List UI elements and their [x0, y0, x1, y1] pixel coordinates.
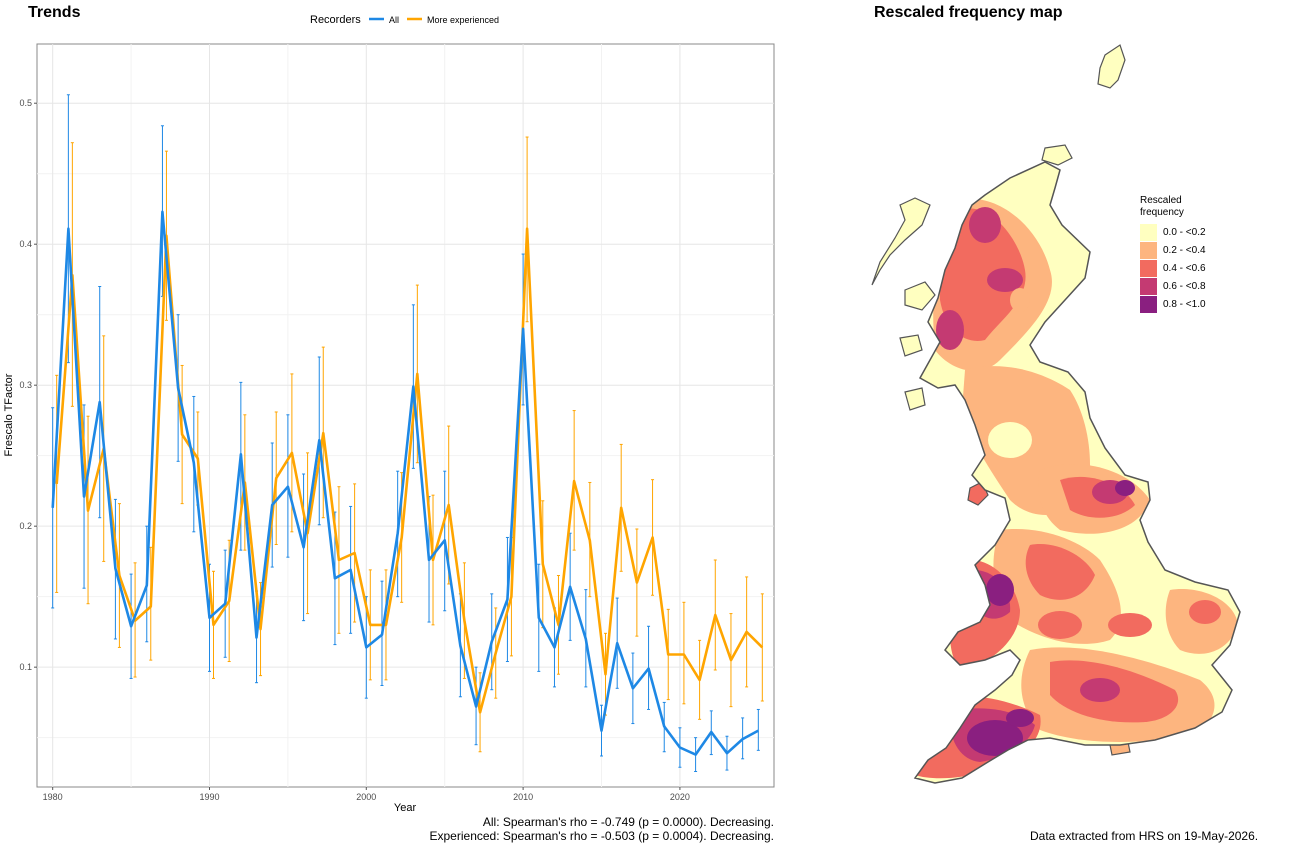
island-orkney [1041, 144, 1073, 166]
map-legend-label: 0.6 - <0.8 [1163, 280, 1206, 292]
spearman-stats: All: Spearman's rho = -0.749 (p = 0.0000… [430, 815, 775, 843]
x-axis-label: Year [394, 802, 417, 814]
map-legend-label: 0.4 - <0.6 [1163, 262, 1206, 274]
error-bar-experienced [760, 593, 764, 702]
stats-experienced: Experienced: Spearman's rho = -0.503 (p … [429, 829, 775, 843]
island-skye [904, 281, 936, 311]
map-legend-swatch [1140, 241, 1157, 259]
axis-ticks: 1980 1990 2000 2010 2020 0.1 0.2 0.3 0.4 0.5 [19, 98, 689, 802]
island-shetland [1097, 44, 1126, 89]
map-title: Rescaled frequency map [874, 4, 1063, 21]
series-lines [51, 210, 764, 756]
x-tick-label: 2010 [513, 792, 533, 802]
map-legend: Rescaled frequency 0.0 - <0.2 0.2 - <0.4 0… [1140, 195, 1206, 313]
map-coastline [913, 161, 1241, 784]
frequency-map [871, 44, 1241, 784]
plot-panel [36, 43, 775, 788]
map-legend-swatch [1140, 295, 1157, 313]
map-islands [871, 44, 1131, 756]
map-legend-title: Rescaled frequency [1140, 195, 1206, 219]
x-tick-label: 1980 [43, 792, 63, 802]
x-tick-label: 1990 [199, 792, 219, 802]
map-legend-item: 0.8 - <1.0 [1140, 295, 1206, 313]
data-source-note: Data extracted from HRS on 19-May-2026. [1030, 829, 1259, 843]
x-tick-label: 2000 [356, 792, 376, 802]
y-tick-label: 0.4 [19, 239, 32, 249]
map-legend-title-line2: frequency [1140, 207, 1184, 218]
chart-legend: Recorders All More experienced [310, 14, 499, 26]
map-legend-item: 0.6 - <0.8 [1140, 277, 1206, 295]
map-legend-item: 0.0 - <0.2 [1140, 223, 1206, 241]
y-axis-label: Frescalo TFactor [3, 373, 15, 456]
y-tick-label: 0.5 [19, 98, 32, 108]
legend-label-all: All [389, 15, 399, 25]
map-legend-swatch [1140, 223, 1157, 241]
map-legend-swatch [1140, 277, 1157, 295]
error-bar-all [51, 407, 55, 609]
map-legend-item: 0.4 - <0.6 [1140, 259, 1206, 277]
map-legend-label: 0.0 - <0.2 [1163, 226, 1206, 238]
legend-title: Recorders [310, 14, 361, 26]
island-mull [899, 334, 923, 357]
map-legend-label: 0.8 - <1.0 [1163, 298, 1206, 310]
map-legend-title-line1: Rescaled [1140, 195, 1182, 206]
map-legend-label: 0.2 - <0.4 [1163, 244, 1206, 256]
legend-label-experienced: More experienced [427, 15, 499, 25]
stats-all: All: Spearman's rho = -0.749 (p = 0.0000… [482, 815, 774, 829]
island-outer-hebrides [871, 197, 931, 286]
trends-chart: 1980 1990 2000 2010 2020 0.1 0.2 0.3 0.4 0.5 Reco… [3, 14, 775, 814]
map-legend-item: 0.2 - <0.4 [1140, 241, 1206, 259]
trends-title: Trends [28, 4, 81, 21]
y-tick-label: 0.2 [19, 521, 32, 531]
map-legend-swatch [1140, 259, 1157, 277]
y-tick-label: 0.3 [19, 380, 32, 390]
error-bar-experienced [682, 601, 686, 705]
y-tick-label: 0.1 [19, 662, 32, 672]
error-bar-all [756, 708, 760, 751]
series-line-all [51, 210, 759, 756]
island-islay [904, 387, 926, 411]
x-tick-label: 2020 [670, 792, 690, 802]
